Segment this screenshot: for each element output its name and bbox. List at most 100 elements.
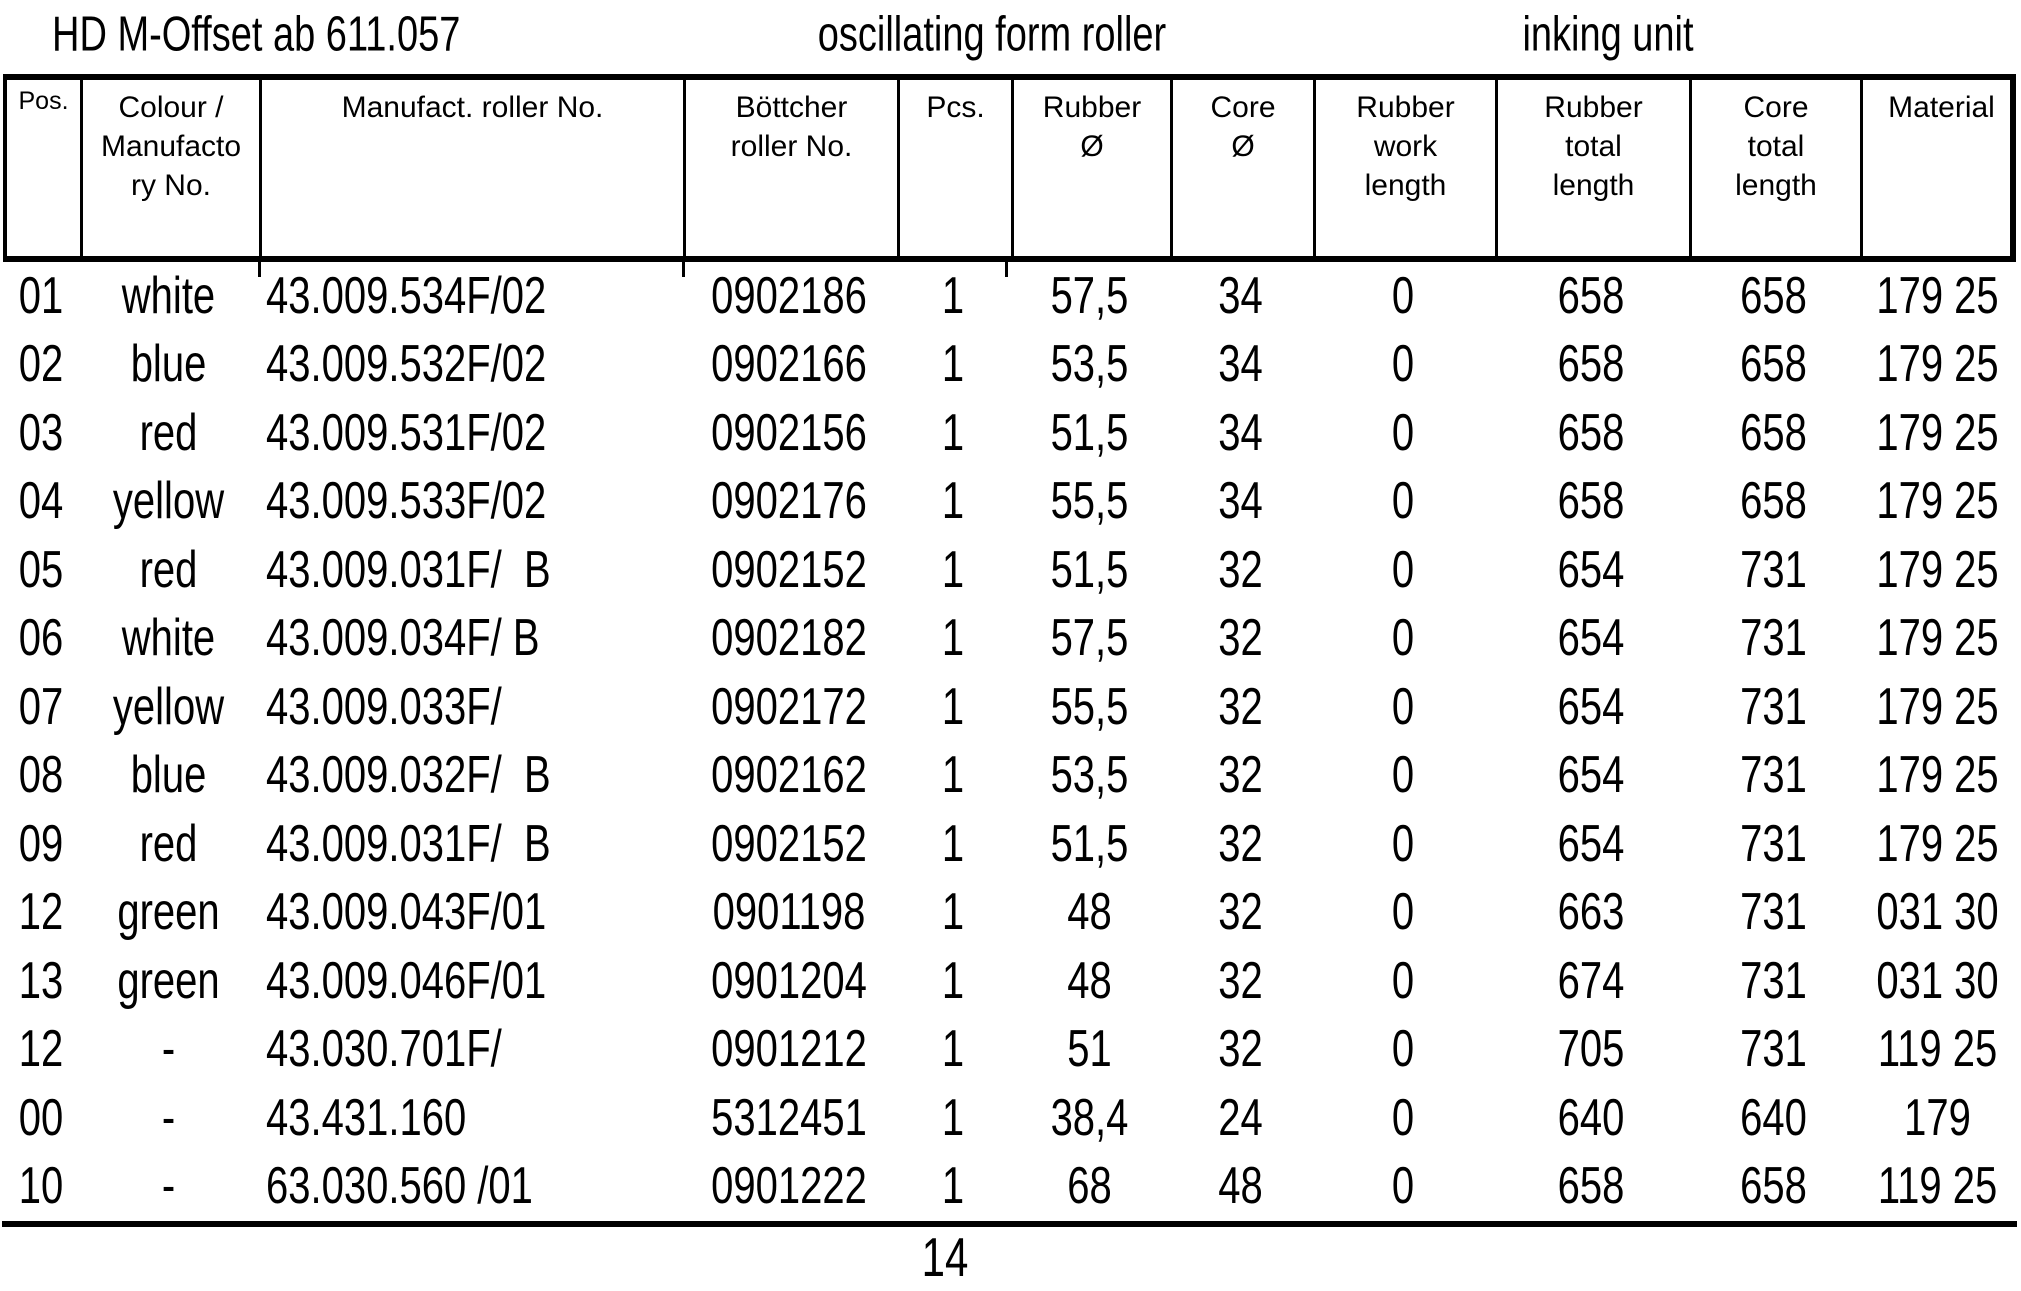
cell-text: 658	[1557, 404, 1625, 462]
cell-text: 731	[1740, 883, 1807, 941]
table-row: 01 white 43.009.534F/02 0902186 1 57,5 34 0 658 6…	[3, 262, 2016, 331]
header-rule-stub	[1005, 262, 1008, 277]
cell-text: 57,5	[1050, 267, 1129, 325]
cell-text: 09	[18, 815, 64, 873]
column-header-line: Manufacto	[100, 130, 242, 163]
column-header-colour-manufactory-no: Colour / Manufacto ry No.	[83, 80, 262, 256]
cell-text: 43.030.701F/	[266, 1020, 502, 1078]
table-cell-pcs: 1	[896, 468, 1010, 537]
page-number-text: 14	[921, 1226, 969, 1288]
cell-text: 179 25	[1876, 746, 1999, 804]
table-cell-manufact-roller-no: 43.009.531F/02	[258, 399, 682, 468]
cell-text: 00	[18, 1089, 64, 1147]
table-cell-core-diameter: 32	[1169, 810, 1312, 879]
cell-text: 32	[1218, 541, 1263, 599]
table-row: 05 red 43.009.031F/ B 0902152 1 51,5 32 0 654 731…	[3, 536, 2016, 605]
cell-text: 43.009.033F/	[266, 678, 502, 736]
cell-text: 43.009.531F/02	[266, 404, 547, 462]
cell-text: 658	[1557, 267, 1625, 325]
column-header-line: length	[1364, 169, 1447, 202]
table-cell-core-diameter: 32	[1169, 605, 1312, 674]
table-cell-core-diameter: 34	[1169, 331, 1312, 400]
cell-text: 68	[1067, 1157, 1112, 1215]
cell-text: 1	[941, 678, 965, 736]
cell-text: 0	[1391, 609, 1415, 667]
table-row: 12 green 43.009.043F/01 0901198 1 48 32 0 663 731…	[3, 879, 2016, 948]
table-cell-pcs: 1	[896, 1084, 1010, 1153]
cell-text: 08	[18, 746, 64, 804]
cell-text: 43.009.534F/02	[266, 267, 547, 325]
table-cell-core-diameter: 32	[1169, 536, 1312, 605]
column-header-rubber-work-length: Rubber work length	[1316, 80, 1498, 256]
table-cell-boettcher-roller-no: 0901198	[682, 879, 896, 948]
table-cell-boettcher-roller-no: 0902152	[682, 810, 896, 879]
cell-text: 32	[1218, 952, 1263, 1010]
table-cell-rubber-total-length: 658	[1494, 262, 1688, 331]
column-header-rubber-diameter: Rubber Ø	[1014, 80, 1173, 256]
table-cell-colour-manufactory-no: red	[79, 810, 258, 879]
column-header-line: Manufact. roller No.	[341, 91, 604, 124]
cell-text: 179 25	[1876, 404, 1999, 462]
cell-text: 0901222	[711, 1157, 867, 1215]
cell-text: 640	[1740, 1089, 1807, 1147]
column-header-material: Material	[1863, 80, 2020, 256]
cell-text: 12	[18, 883, 64, 941]
cell-text: 0902182	[711, 609, 867, 667]
table-cell-material: 031 30	[1859, 947, 2016, 1016]
table-cell-rubber-diameter: 51,5	[1010, 536, 1169, 605]
table-cell-manufact-roller-no: 43.009.534F/02	[258, 262, 682, 331]
table-cell-manufact-roller-no: 43.009.031F/ B	[258, 536, 682, 605]
cell-text: 731	[1740, 952, 1807, 1010]
cell-text: 32	[1218, 815, 1263, 873]
cell-text: 51,5	[1050, 815, 1129, 873]
cell-text: 0	[1391, 746, 1415, 804]
column-header-manufact-roller-no: Manufact. roller No.	[262, 80, 686, 256]
table-cell-core-total-length: 731	[1688, 1016, 1859, 1085]
column-header-rubber-total-length: Rubber total length	[1498, 80, 1692, 256]
column-header-pcs: Pcs.	[900, 80, 1014, 256]
table-cell-manufact-roller-no: 63.030.560 /01	[258, 1153, 682, 1222]
table-cell-rubber-work-length: 0	[1312, 810, 1494, 879]
cell-text: 63.030.560 /01	[266, 1157, 533, 1215]
cell-text: 53,5	[1050, 746, 1129, 804]
cell-text: 32	[1218, 1020, 1263, 1078]
table-cell-rubber-diameter: 53,5	[1010, 331, 1169, 400]
cell-text: 658	[1740, 472, 1807, 530]
table-cell-core-diameter: 32	[1169, 1016, 1312, 1085]
table-cell-rubber-diameter: 57,5	[1010, 605, 1169, 674]
table-cell-pcs: 1	[896, 947, 1010, 1016]
table-cell-boettcher-roller-no: 0901212	[682, 1016, 896, 1085]
table-cell-rubber-total-length: 658	[1494, 1153, 1688, 1222]
table-cell-core-diameter: 32	[1169, 879, 1312, 948]
table-cell-core-total-length: 731	[1688, 536, 1859, 605]
cell-text: 10	[18, 1157, 64, 1215]
table-cell-colour-manufactory-no: -	[79, 1084, 258, 1153]
table-row: 07 yellow 43.009.033F/0902172 1 55,5 32 0 654 73…	[3, 673, 2016, 742]
cell-text: 0	[1391, 952, 1415, 1010]
table-row: 12 - 43.030.701F/0901212 1 51 32 0 705 731 119 25	[3, 1016, 2016, 1085]
table-cell-rubber-work-length: 0	[1312, 673, 1494, 742]
table-cell-colour-manufactory-no: blue	[79, 742, 258, 811]
table-cell-colour-manufactory-no: white	[79, 605, 258, 674]
table-cell-manufact-roller-no: 43.009.034F/ B	[258, 605, 682, 674]
cell-text: 05	[18, 541, 64, 599]
cell-text: 654	[1557, 678, 1625, 736]
column-header-line: total	[1565, 130, 1622, 163]
section-title-text: oscillating form roller	[817, 7, 1167, 63]
cell-text: red	[139, 404, 198, 462]
column-header-line: Rubber	[1356, 91, 1455, 124]
table-cell-rubber-work-length: 0	[1312, 331, 1494, 400]
cell-text: white	[121, 609, 216, 667]
table-cell-boettcher-roller-no: 0902172	[682, 673, 896, 742]
cell-text: 0901212	[711, 1020, 867, 1078]
table-cell-pos: 07	[3, 673, 79, 742]
table-cell-material: 179 25	[1859, 605, 2016, 674]
cell-text: 38,4	[1050, 1089, 1129, 1147]
table-row: 00 - 43.431.160 5312451 1 38,4 24 0 640 640 179	[3, 1084, 2016, 1153]
table-cell-rubber-diameter: 53,5	[1010, 742, 1169, 811]
cell-text: 32	[1218, 746, 1263, 804]
table-cell-boettcher-roller-no: 0902176	[682, 468, 896, 537]
cell-text: 0901204	[711, 952, 867, 1010]
table-cell-pcs: 1	[896, 673, 1010, 742]
table-cell-rubber-diameter: 38,4	[1010, 1084, 1169, 1153]
